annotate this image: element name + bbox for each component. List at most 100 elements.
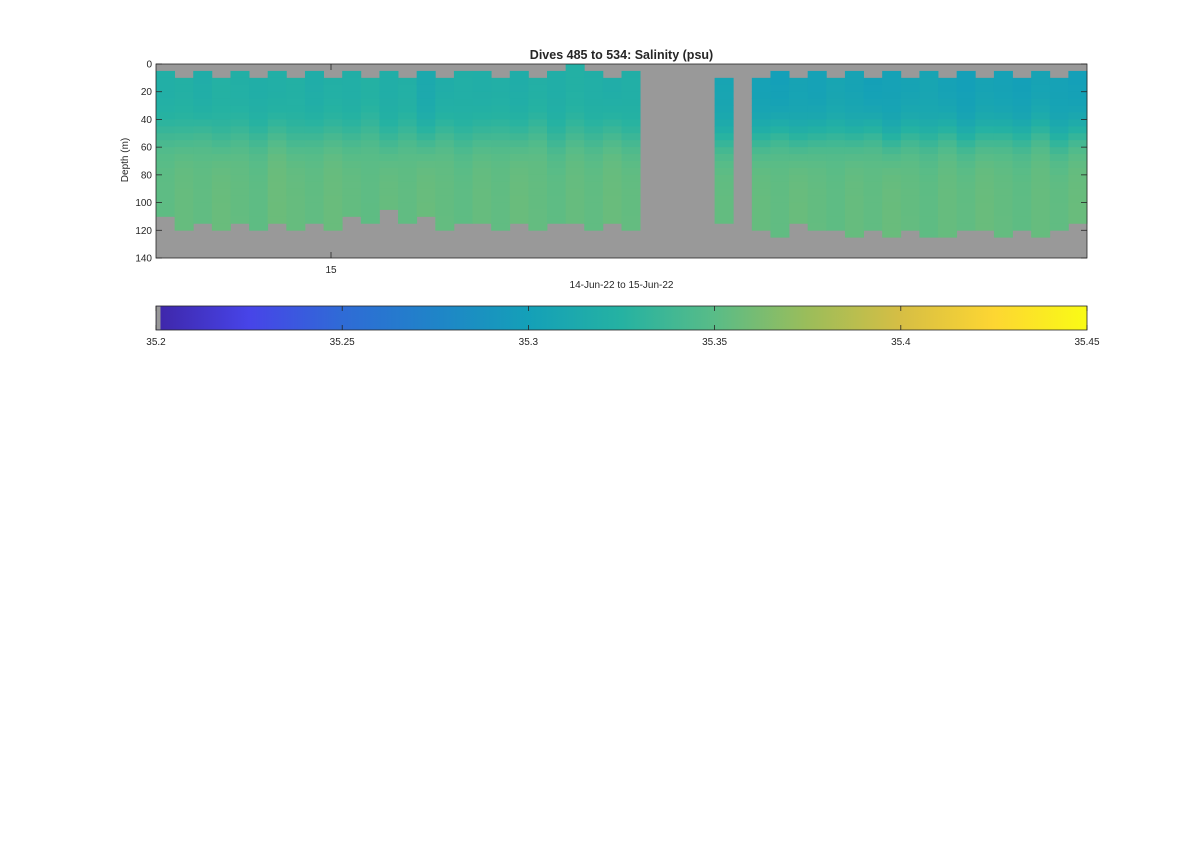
heatmap-cell <box>342 154 362 162</box>
heatmap-cell <box>304 202 324 210</box>
heatmap-cell <box>938 140 958 148</box>
heatmap-cell <box>435 105 455 113</box>
heatmap-cell <box>267 216 287 224</box>
heatmap-cell <box>249 98 269 106</box>
heatmap-cell <box>267 209 287 217</box>
heatmap-cell <box>584 174 604 183</box>
heatmap-cell <box>565 188 585 197</box>
heatmap-cell <box>360 112 380 120</box>
heatmap-cell <box>398 105 418 113</box>
heatmap-cell <box>584 181 604 190</box>
heatmap-cell <box>844 174 864 183</box>
heatmap-cell <box>938 223 958 231</box>
heatmap-cell <box>360 188 380 197</box>
heatmap-cell <box>1049 223 1069 231</box>
heatmap-cell <box>807 161 827 169</box>
heatmap-cell <box>565 70 585 79</box>
heatmap-cell <box>286 188 306 197</box>
heatmap-cell <box>938 188 958 197</box>
heatmap-cell <box>1031 105 1051 113</box>
heatmap-cell <box>435 154 455 162</box>
heatmap-cell <box>491 77 511 86</box>
heatmap-cell <box>491 195 511 203</box>
heatmap-cell <box>938 195 958 203</box>
heatmap-cell <box>770 98 790 106</box>
heatmap-cell <box>398 112 418 120</box>
heatmap-cell <box>975 77 995 86</box>
heatmap-cell <box>975 119 995 127</box>
heatmap-cell <box>1068 188 1088 197</box>
heatmap-cell <box>174 140 194 148</box>
heatmap-cell <box>919 77 939 86</box>
heatmap-cell <box>304 147 324 155</box>
heatmap-cell <box>398 98 418 106</box>
heatmap-cell <box>1049 216 1069 224</box>
heatmap-cell <box>230 209 250 217</box>
heatmap-cell <box>323 133 343 141</box>
heatmap-cell <box>1068 77 1088 86</box>
heatmap-cell <box>863 161 883 169</box>
heatmap-cell <box>156 195 176 203</box>
heatmap-cell <box>919 112 939 120</box>
heatmap-cell <box>751 223 771 231</box>
heatmap-cell <box>621 154 641 162</box>
heatmap-cell <box>509 167 529 176</box>
heatmap-cell <box>1068 112 1088 120</box>
heatmap-cell <box>286 77 306 86</box>
heatmap-cell <box>826 147 846 155</box>
heatmap-cell <box>863 181 883 190</box>
heatmap-cell <box>472 91 492 100</box>
heatmap-cell <box>416 77 436 86</box>
heatmap-cell <box>1049 167 1069 176</box>
heatmap-cell <box>286 112 306 120</box>
heatmap-cell <box>826 140 846 148</box>
heatmap-cell <box>789 98 809 106</box>
colorbar-tick-label: 35.3 <box>519 337 539 348</box>
heatmap-cell <box>453 216 473 224</box>
heatmap-cell <box>1031 195 1051 203</box>
heatmap-cell <box>863 154 883 162</box>
heatmap-cell <box>621 202 641 210</box>
heatmap-cell <box>249 112 269 120</box>
heatmap-cell <box>1012 209 1032 217</box>
heatmap-cell <box>435 188 455 197</box>
heatmap-cell <box>509 140 529 148</box>
heatmap-cell <box>770 147 790 155</box>
heatmap-cell <box>156 98 176 106</box>
heatmap-cell <box>826 154 846 162</box>
heatmap-cell <box>156 188 176 197</box>
heatmap-cell <box>826 161 846 169</box>
heatmap-cell <box>1068 167 1088 176</box>
heatmap-cell <box>230 112 250 120</box>
heatmap-cell <box>286 216 306 224</box>
heatmap-cell <box>956 202 976 210</box>
heatmap-cell <box>565 84 585 93</box>
heatmap-cell <box>863 133 883 141</box>
heatmap-cell <box>267 195 287 203</box>
heatmap-cell <box>807 98 827 106</box>
heatmap-cell <box>286 223 306 231</box>
heatmap-cell <box>156 147 176 155</box>
heatmap-cell <box>882 195 902 203</box>
x-axis-ticks: 15 <box>325 64 337 276</box>
heatmap-cell <box>770 84 790 93</box>
heatmap-cell <box>547 84 567 93</box>
heatmap-cell <box>919 161 939 169</box>
heatmap-cell <box>770 140 790 148</box>
heatmap-cell <box>770 195 790 203</box>
heatmap-cell <box>416 112 436 120</box>
heatmap-cell <box>286 98 306 106</box>
heatmap-cell <box>1068 161 1088 169</box>
heatmap-cell <box>882 230 902 238</box>
heatmap-cell <box>398 195 418 203</box>
heatmap-cell <box>807 174 827 183</box>
heatmap-cell <box>714 181 734 190</box>
heatmap-cell <box>919 216 939 224</box>
heatmap-cell <box>975 223 995 231</box>
heatmap-cell <box>547 98 567 106</box>
heatmap-cell <box>1012 98 1032 106</box>
heatmap-cell <box>863 91 883 100</box>
heatmap-cell <box>453 154 473 162</box>
heatmap-cell <box>323 223 343 231</box>
heatmap-cell <box>938 230 958 238</box>
